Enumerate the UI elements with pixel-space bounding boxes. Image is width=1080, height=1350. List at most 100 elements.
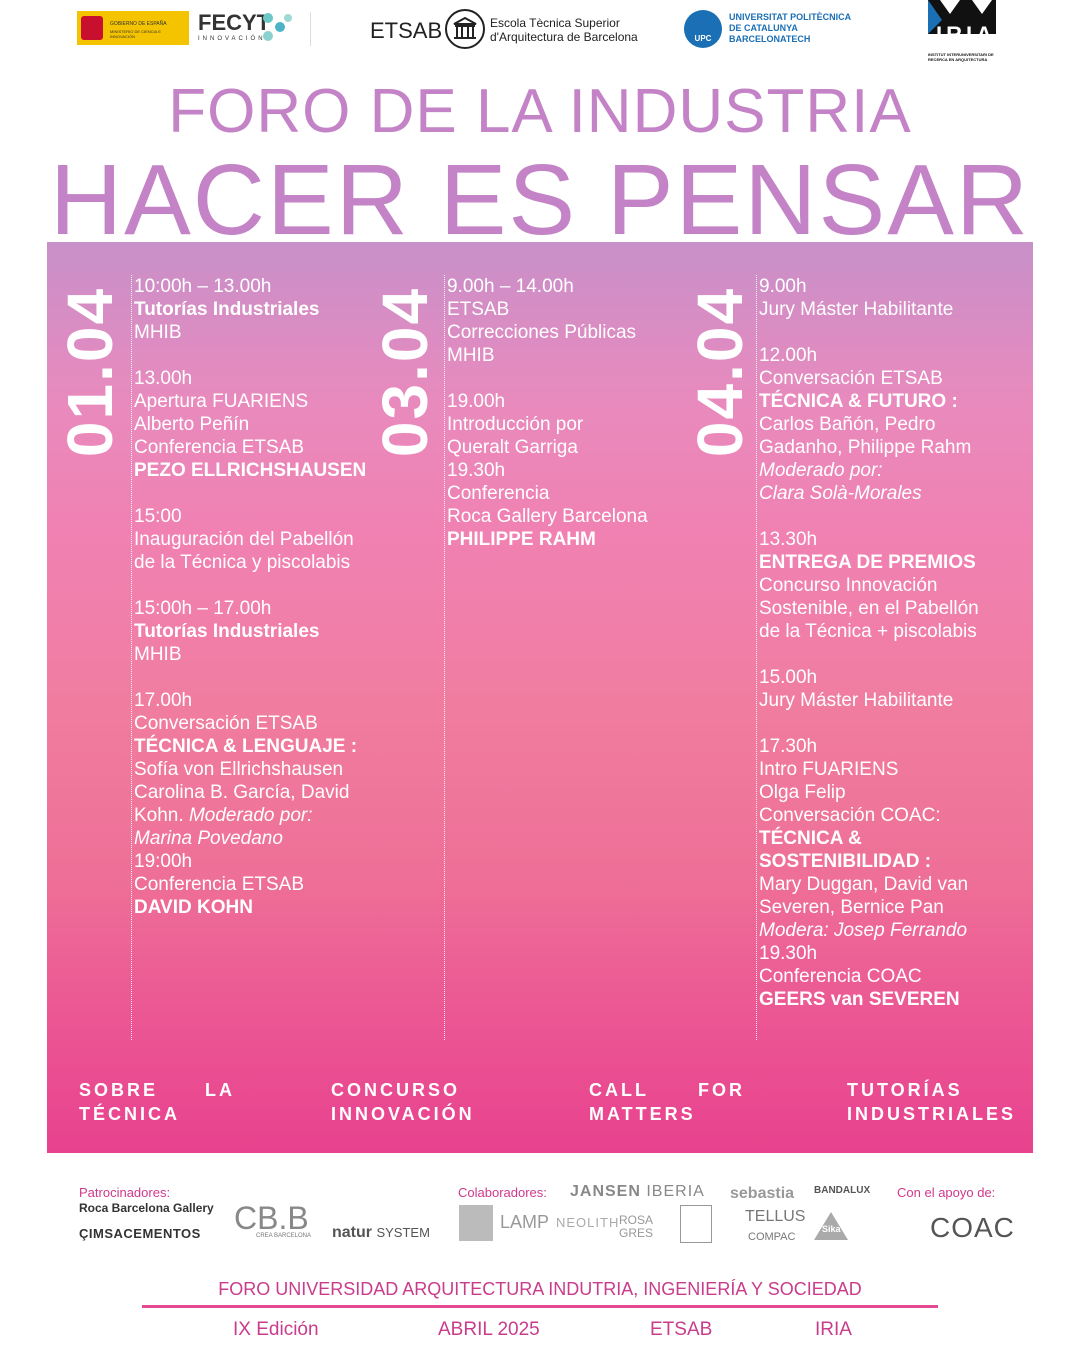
text: MHIB bbox=[447, 345, 495, 366]
session-line: SOSTENIBILIDAD : bbox=[759, 850, 979, 873]
session-line: 15.00h bbox=[759, 666, 979, 689]
sponsor: BANDALUX bbox=[814, 1185, 871, 1196]
text: Carolina B. García, David bbox=[134, 782, 350, 803]
text: Correcciones Públicas bbox=[447, 322, 637, 343]
etsab-text: ETSAB bbox=[370, 18, 443, 43]
sponsor: JANSEN IBERIA bbox=[570, 1183, 705, 1201]
iria-sub: INSTITUT INTERUNIVERSITARI DE RECERCA EN… bbox=[928, 52, 994, 62]
footer-item: IRIA bbox=[815, 1319, 852, 1340]
session-line: Jury Máster Habilitante bbox=[759, 298, 979, 321]
bold-text: Tutorías Industriales bbox=[134, 299, 320, 320]
session: 13.30h ENTREGA DE PREMIOS Concurso Innovac… bbox=[759, 528, 979, 643]
label: Colaboradores: bbox=[458, 1185, 547, 1200]
gov-text: MINISTERIO DE CIENCIA E INNOVACIÓN bbox=[110, 29, 161, 39]
text: Conferencia bbox=[447, 483, 550, 504]
text: 19.00h bbox=[447, 391, 506, 412]
sponsor: COMPAC bbox=[748, 1231, 796, 1243]
session-line: 9.00h – 14.00h bbox=[447, 275, 648, 298]
topic-line: INDUSTRIALES bbox=[847, 1104, 1017, 1124]
text: Carlos Bañón, Pedro bbox=[759, 414, 936, 435]
footer-line: FORO UNIVERSIDAD ARQUITECTURA INDUTRIA, … bbox=[218, 1279, 862, 1299]
text: Conversación ETSAB bbox=[759, 368, 943, 389]
text: 17.00h bbox=[134, 690, 193, 711]
text: 19:00h bbox=[134, 851, 193, 872]
text: Queralt Garriga bbox=[447, 437, 578, 458]
session-line: PEZO ELLRICHSHAUSEN bbox=[134, 459, 366, 482]
session-line: 13.30h bbox=[759, 528, 979, 551]
session-line: Conferencia bbox=[447, 482, 648, 505]
sponsor: natur SYSTEM bbox=[332, 1224, 430, 1242]
text: 17.30h bbox=[759, 736, 818, 757]
text: Alberto Peñín bbox=[134, 414, 250, 435]
text: MHIB bbox=[134, 322, 182, 343]
session-line: TÉCNICA & bbox=[759, 827, 979, 850]
sponsor: COAC bbox=[930, 1212, 1015, 1243]
bold-text: PHILIPPE RAHM bbox=[447, 529, 596, 550]
session: 9.00h – 14.00h ETSAB Correcciones Públicas… bbox=[447, 275, 648, 367]
text: Conversación ETSAB bbox=[134, 713, 318, 734]
session-line: Conferencia COAC bbox=[759, 965, 979, 988]
session-line: Alberto Peñín bbox=[134, 413, 366, 436]
fecyt-logo: FECYT INNOVACIÓN bbox=[198, 10, 292, 42]
session-line: Gadanho, Philippe Rahm bbox=[759, 436, 979, 459]
logo-box bbox=[459, 1205, 493, 1241]
sponsor: Sika bbox=[822, 1224, 841, 1234]
session-line: GEERS van SEVEREN bbox=[759, 988, 979, 1011]
day-column: 9.00h Jury Máster Habilitante 12.00h Conver… bbox=[756, 275, 979, 1040]
session: 15:00 Inauguración del Pabellón de la Técn… bbox=[134, 505, 366, 574]
session-line: Moderado por: bbox=[759, 459, 979, 482]
session-line: Intro FUARIENS bbox=[759, 758, 979, 781]
session: 17.30h Intro FUARIENS Olga Felip Conversaci… bbox=[759, 735, 979, 1011]
session-line: TÉCNICA & FUTURO : bbox=[759, 390, 979, 413]
text: Kohn. bbox=[134, 805, 184, 826]
session-line: Kohn. Moderado por: bbox=[134, 804, 366, 827]
sponsor: LAMP bbox=[500, 1212, 550, 1232]
session-line: Conferencia ETSAB bbox=[134, 873, 366, 896]
upc-text: BARCELONATECH bbox=[729, 34, 811, 44]
session-line: Concurso Innovación bbox=[759, 574, 979, 597]
session-line: 17.00h bbox=[134, 689, 366, 712]
session-line: Introducción por bbox=[447, 413, 648, 436]
program-panel bbox=[47, 242, 1033, 1153]
session: 19.00h Introducción por Queralt Garriga 19.… bbox=[447, 390, 648, 551]
fecyt-text: FECYT bbox=[198, 10, 271, 35]
text: Intro FUARIENS bbox=[759, 759, 899, 780]
session-line: ETSAB bbox=[447, 298, 648, 321]
text: Jury Máster Habilitante bbox=[759, 299, 954, 320]
session-line: MHIB bbox=[134, 321, 366, 344]
session-line: Jury Máster Habilitante bbox=[759, 689, 979, 712]
session-line: Carlos Bañón, Pedro bbox=[759, 413, 979, 436]
text: 19.30h bbox=[447, 460, 506, 481]
text: Sostenible, en el Pabellón bbox=[759, 598, 979, 619]
text: Apertura FUARIENS bbox=[134, 391, 309, 412]
sponsor: SYSTEM bbox=[376, 1225, 430, 1240]
session-line: de la Técnica + piscolabis bbox=[759, 620, 979, 643]
session-line: Inauguración del Pabellón bbox=[134, 528, 366, 551]
topic: CONCURSO INNOVACIÓN bbox=[331, 1078, 487, 1126]
text: Concurso Innovación bbox=[759, 575, 938, 596]
text: 10:00h – 13.00h bbox=[134, 276, 272, 297]
upc-text: UNIVERSITAT POLITÈCNICA bbox=[729, 12, 852, 22]
text: MHIB bbox=[134, 644, 182, 665]
session: 13.00h Apertura FUARIENS Alberto Peñín Conf… bbox=[134, 367, 366, 482]
session: 15.00h Jury Máster Habilitante bbox=[759, 666, 979, 712]
text: 9.00h bbox=[759, 276, 807, 297]
session: 10:00h – 13.00h Tutorías Industriales MHIB bbox=[134, 275, 366, 344]
bold-text: Tutorías Industriales bbox=[134, 621, 320, 642]
session-line: PHILIPPE RAHM bbox=[447, 528, 648, 551]
session-line: 17.30h bbox=[759, 735, 979, 758]
label: Patrocinadores: bbox=[79, 1185, 171, 1200]
logo-box bbox=[680, 1205, 712, 1243]
etsab-name: Escola Tècnica Superior bbox=[490, 16, 620, 30]
topic-line: CALL FOR bbox=[589, 1080, 745, 1100]
topic-line: TÉCNICA bbox=[79, 1104, 180, 1124]
topic-line: SOBRE LA bbox=[79, 1080, 235, 1100]
session-line: Clara Solà-Morales bbox=[759, 482, 979, 505]
text: Conferencia ETSAB bbox=[134, 874, 305, 895]
footer-rule bbox=[142, 1305, 938, 1308]
sponsor: Roca Barcelona Gallery bbox=[79, 1201, 214, 1215]
topic-line: TUTORÍAS bbox=[847, 1080, 963, 1100]
session-line: Tutorías Industriales bbox=[134, 620, 366, 643]
fecyt-sub: INNOVACIÓN bbox=[198, 36, 266, 42]
session-line: Conversación ETSAB bbox=[134, 712, 366, 735]
